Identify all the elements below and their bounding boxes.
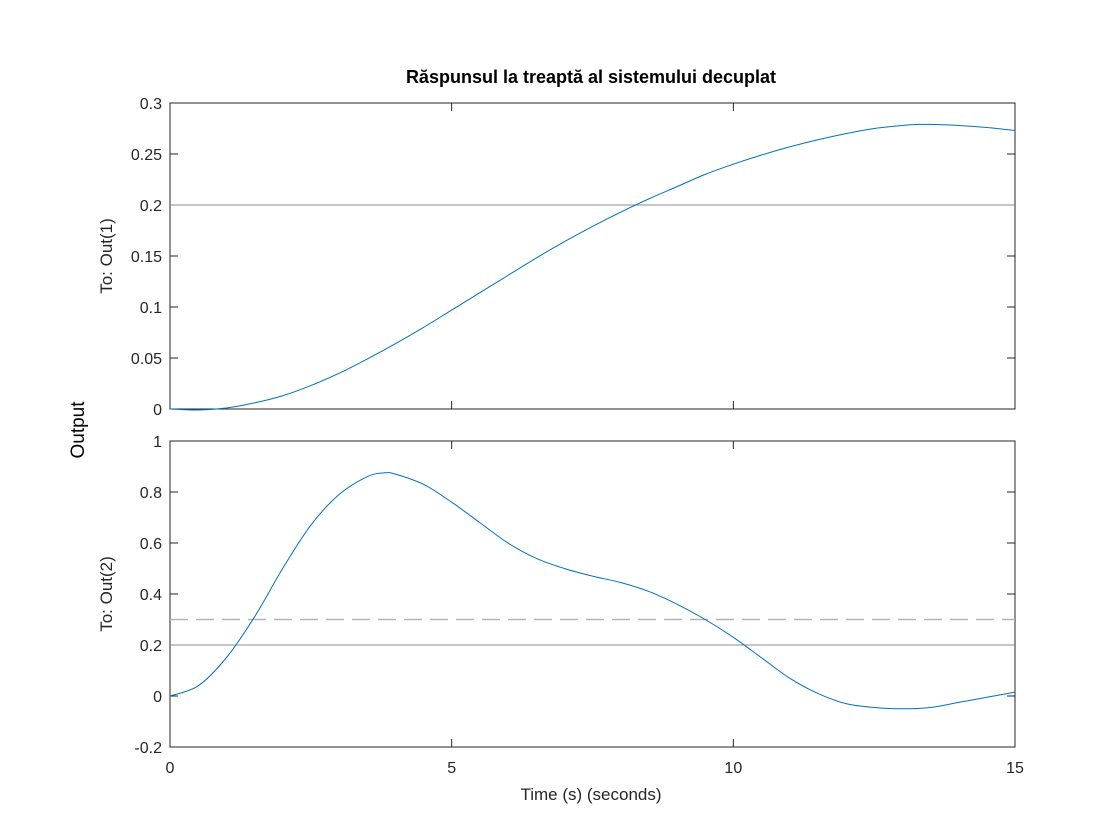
y-tick-label: 0.3 — [140, 96, 162, 113]
subplot-1: 0 0.05 0.1 0.15 0.2 0.25 0.3 To: Out(1) — [97, 96, 1016, 419]
y-tick-label: 0.6 — [140, 536, 162, 553]
x-tick-label: 10 — [724, 760, 742, 777]
y-tick-label: 1 — [153, 434, 162, 451]
y-tick-label: 0.8 — [140, 485, 162, 502]
y-tick-label: 0.2 — [140, 198, 162, 215]
x-tick-label: 5 — [447, 760, 456, 777]
chart-title: Răspunsul la treaptă al sistemului decup… — [406, 67, 776, 87]
x-tick-label: 0 — [166, 760, 175, 777]
y-tick-label: 0.2 — [140, 638, 162, 655]
step-response-line — [169, 123, 1016, 411]
y-tick-label: 0.25 — [131, 147, 162, 164]
y-tick-label: 0 — [153, 402, 162, 419]
axes-box — [169, 440, 1016, 748]
y-tick-label: 0.15 — [131, 249, 162, 266]
subplot-panels: 00.050.10.150.20.250.3To: Out(1)-0.200.2… — [97, 96, 1024, 777]
y-tick-label: -0.2 — [134, 740, 162, 757]
y-tick-label: 0 — [153, 689, 162, 706]
x-tick-label: 15 — [1006, 760, 1024, 777]
y-tick-label: 0.05 — [131, 351, 162, 368]
x-axis-label: Time (s) (seconds) — [520, 785, 661, 804]
y-tick-label: 0.4 — [140, 587, 162, 604]
figure-y-label: Output — [68, 401, 89, 459]
panel-y-label: To: Out(2) — [97, 556, 116, 632]
axes-box — [169, 102, 1016, 410]
step-response-line — [169, 472, 1016, 710]
panel-y-label: To: Out(1) — [97, 218, 116, 294]
y-tick-label: 0.1 — [140, 300, 162, 317]
